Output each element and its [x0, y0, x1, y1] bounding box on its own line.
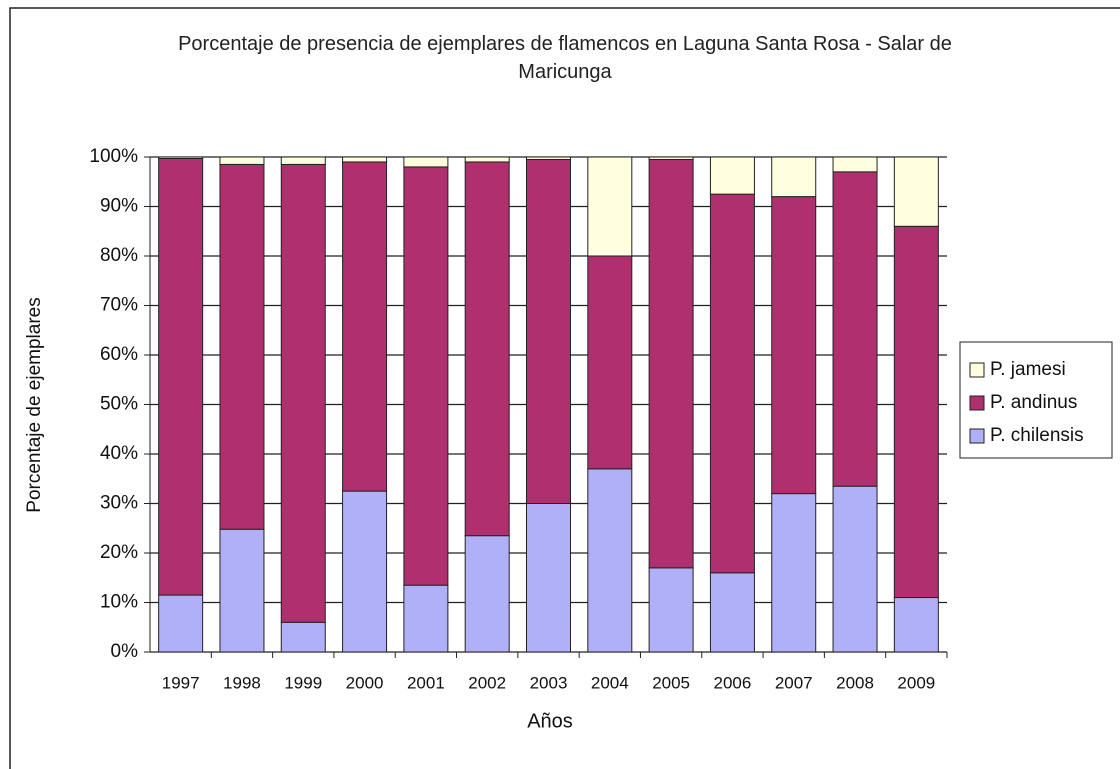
y-tick-label: 50% [100, 394, 138, 415]
bar-segment [403, 156, 449, 168]
bar-segment [771, 196, 817, 495]
x-tick-label: 2006 [714, 673, 752, 692]
x-tick-label: 1998 [223, 673, 261, 692]
y-tick-label: 80% [100, 245, 138, 266]
legend-swatch [969, 428, 985, 444]
bar-segment [526, 503, 571, 653]
bar-segment [342, 490, 388, 653]
x-tick-label: 2000 [346, 673, 384, 692]
legend-label: P. jamesi [990, 359, 1066, 380]
bar-segment [893, 156, 939, 227]
y-tick-label: 90% [100, 196, 138, 217]
x-tick-label: 2004 [591, 673, 629, 692]
bar-segment [280, 621, 326, 653]
y-tick-label: 100% [89, 146, 138, 167]
x-tick-label: 2002 [468, 673, 506, 692]
bar-segment [342, 161, 388, 492]
bar-segment [464, 535, 510, 653]
legend-label: P. andinus [990, 392, 1077, 413]
x-tick-label: 2001 [407, 673, 445, 692]
x-tick-label: 2008 [836, 673, 874, 692]
bar-segment [709, 572, 755, 653]
y-tick-label: 20% [100, 542, 138, 563]
x-tick-label: 2003 [530, 673, 568, 692]
y-tick-label: 0% [111, 641, 139, 662]
y-tick-label: 10% [100, 592, 138, 613]
legend-swatch [969, 362, 985, 378]
bar-segment [832, 485, 878, 653]
bar-segment [280, 156, 326, 165]
bar-segment [219, 163, 265, 530]
x-tick-label: 2007 [775, 673, 813, 692]
bar-segment [832, 156, 878, 173]
bar-segment [893, 597, 939, 653]
bar-segment [771, 156, 817, 198]
bar-segment [832, 171, 878, 487]
y-tick-label: 30% [100, 493, 138, 514]
bar-segment [648, 156, 694, 160]
bar-segment [526, 156, 571, 160]
bar-segment [158, 594, 204, 653]
bar-segment [342, 156, 388, 163]
bar-segment [158, 157, 204, 596]
x-tick-label: 1997 [162, 673, 200, 692]
bar-segment [526, 158, 571, 504]
x-axis-label: Años [527, 710, 573, 732]
chart-frame [9, 7, 1120, 769]
bar-segment [709, 156, 755, 195]
bar-segment [771, 493, 817, 653]
y-tick-label: 40% [100, 443, 138, 464]
bar-segment [219, 156, 265, 165]
bar-segment [280, 163, 326, 623]
bar-segment [648, 567, 694, 653]
x-tick-label: 1999 [284, 673, 322, 692]
bar-segment [464, 161, 510, 537]
legend-swatch [969, 395, 985, 411]
bar-segment [403, 584, 449, 653]
x-tick-label: 2009 [897, 673, 935, 692]
legend-label: P. chilensis [990, 425, 1084, 446]
bar-segment [587, 255, 633, 470]
bar-segment [587, 156, 633, 257]
y-tick-label: 70% [100, 295, 138, 316]
bar-segment [648, 158, 694, 569]
legend-box [959, 341, 1113, 459]
bar-segment [158, 156, 204, 159]
chart-title: Porcentaje de presencia de ejemplares de… [178, 33, 952, 83]
y-tick-label: 60% [100, 344, 138, 365]
bar-segment [893, 225, 939, 599]
x-tick-label: 2005 [652, 673, 690, 692]
bar-segment [464, 156, 510, 163]
bar-segment [403, 166, 449, 586]
bar-segment [587, 468, 633, 653]
y-axis-label: Porcentaje de ejemplares [24, 297, 45, 512]
bar-segment [709, 193, 755, 574]
bar-segment [219, 528, 265, 653]
